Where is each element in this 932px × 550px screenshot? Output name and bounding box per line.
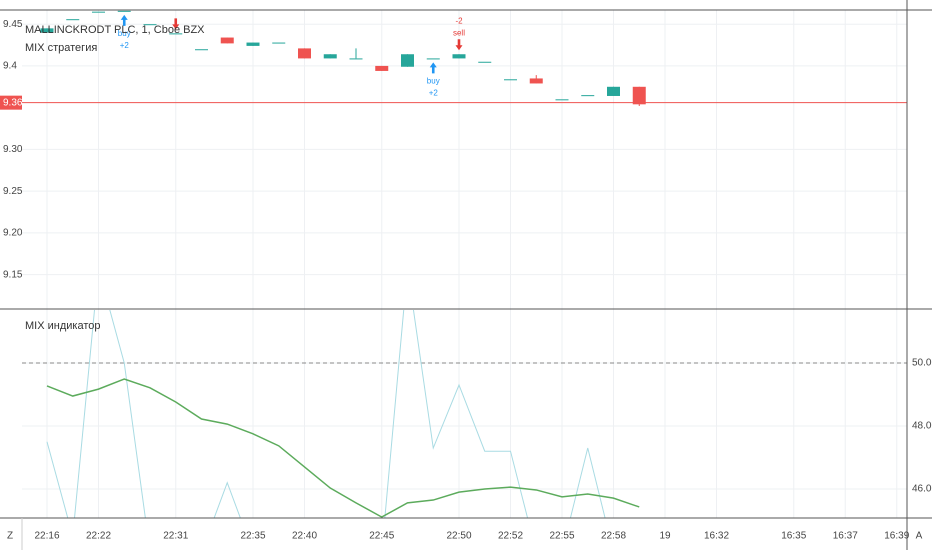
- candle-body: [195, 49, 208, 51]
- x-tick-label: 22:40: [292, 531, 317, 542]
- sell-arrow: [455, 39, 463, 51]
- corner-button[interactable]: A: [916, 531, 923, 542]
- x-tick-label: 16:37: [833, 531, 858, 542]
- candle-body: [426, 58, 440, 60]
- strategy-label: MIX стратегия: [25, 42, 97, 54]
- overlay: 9.15 9.20 9.25 9.30 9.4 9.45 9.36 buy +2 buy +2 sel…: [0, 14, 932, 495]
- corner-button[interactable]: Z: [7, 531, 13, 542]
- x-tick-label: 22:58: [601, 531, 626, 542]
- indicator-pane: [22, 310, 907, 518]
- y-tick-label: 9.15: [3, 269, 23, 280]
- sell-arrow: [172, 18, 180, 30]
- buy-arrow: [429, 62, 437, 74]
- candle-body: [66, 19, 80, 21]
- candle-body: [529, 78, 543, 84]
- candle-body: [478, 61, 492, 63]
- y-tick-label: 50.00: [912, 358, 932, 369]
- x-tick-label: 22:50: [446, 531, 471, 542]
- last-price-tag: [0, 95, 22, 110]
- signal-label: buy: [427, 77, 440, 86]
- x-tick-label: 16:32: [704, 531, 729, 542]
- x-tick-label: 16:35: [781, 531, 806, 542]
- y-tick-label: 9.30: [3, 144, 23, 155]
- candle-body: [349, 58, 363, 60]
- buy-arrow: [120, 14, 128, 26]
- candle-body: [272, 42, 286, 44]
- candle-body: [117, 10, 131, 12]
- y-tick-label: 9.25: [3, 186, 23, 197]
- y-tick-label: 9.45: [3, 19, 23, 30]
- x-tick-label: 22:16: [34, 531, 59, 542]
- indicator-line: [46, 378, 640, 518]
- candle-body: [581, 95, 595, 97]
- candle-body: [375, 65, 389, 71]
- candle-body: [504, 79, 517, 81]
- candle-body: [246, 42, 260, 46]
- candle-body: [452, 54, 466, 59]
- y-tick-label: 48.00: [912, 421, 932, 432]
- signal-label: buy: [118, 29, 131, 38]
- candle-body: [607, 86, 620, 96]
- x-tick-label: 16:39: [884, 531, 909, 542]
- candle-body: [298, 48, 311, 59]
- signal-qty: +2: [429, 89, 439, 98]
- signal-qty: -2: [455, 16, 463, 25]
- x-tick-label: 19: [659, 531, 671, 542]
- grid: [22, 10, 907, 518]
- y-tick-label: 46.00: [912, 484, 932, 495]
- indicator-title: MIX индикатор: [25, 320, 100, 332]
- candle-body: [92, 11, 105, 13]
- candle-body: [401, 54, 414, 67]
- candle-body: [40, 28, 54, 33]
- x-tick-label: 22:31: [163, 531, 188, 542]
- x-tick-label: 22:55: [549, 531, 574, 542]
- candle-body: [169, 33, 183, 35]
- x-tick-label: 22:45: [369, 531, 394, 542]
- y-tick-label: 9.4: [3, 61, 17, 72]
- candle-body: [555, 99, 569, 101]
- candle-body: [220, 37, 234, 44]
- price-pane: [22, 10, 907, 106]
- signal-qty: +2: [120, 41, 130, 50]
- y-tick-label: 9.20: [3, 228, 23, 239]
- x-tick-label: 22:52: [498, 531, 523, 542]
- x-tick-label: 22:22: [86, 531, 111, 542]
- candle-body: [632, 86, 646, 105]
- chart-title: MALLINCKRODT PLC, 1, Cboe BZX: [25, 24, 205, 36]
- last-price-label: 9.36: [3, 97, 23, 108]
- candle-body: [143, 24, 157, 26]
- signal-label: sell: [453, 28, 465, 37]
- candle-body: [323, 54, 337, 59]
- x-tick-label: 22:35: [240, 531, 265, 542]
